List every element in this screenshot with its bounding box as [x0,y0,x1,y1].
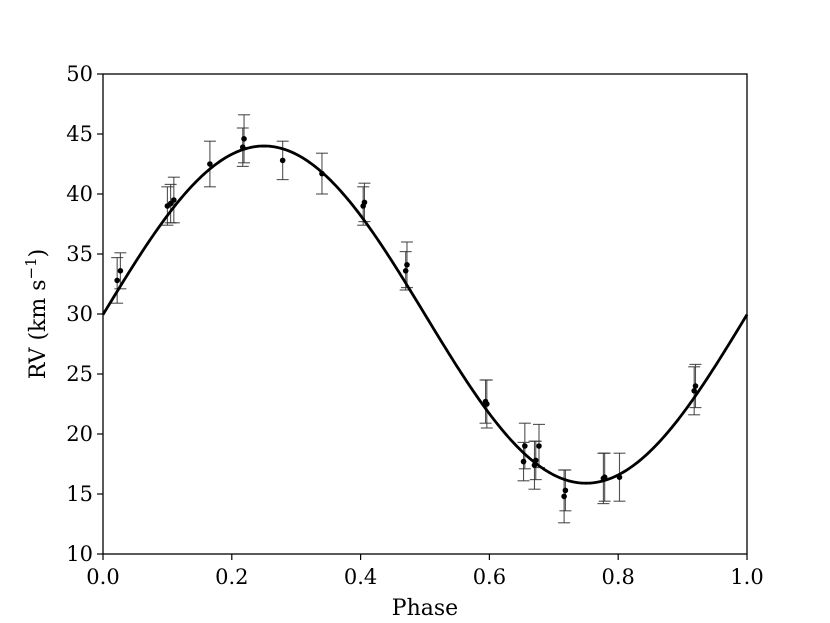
data-point [171,197,177,203]
y-tick-label: 20 [66,422,93,446]
data-point [241,136,247,142]
y-tick-label: 40 [66,182,93,206]
data-point [692,383,699,389]
data-point [520,458,527,465]
data-point [319,170,325,177]
data-point [532,457,539,464]
data-point [691,388,697,394]
x-axis-ticks: 0.0 0.2 0.4 0.6 0.8 1.0 [86,554,764,589]
data-point [167,200,174,207]
x-axis-label: Phase [392,596,458,621]
data-point [616,474,623,481]
error-bars [111,114,702,524]
y-axis-label-suffix: ) [26,249,51,258]
y-tick-label: 35 [66,242,93,266]
data-point [531,462,538,469]
x-tick-label: 0.2 [215,565,248,589]
data-point [114,277,120,284]
data-point [117,268,124,274]
data-point [601,474,608,481]
data-point [402,268,409,274]
y-axis-label-prefix: RV (km s [26,279,51,379]
x-tick-label: 0.6 [473,565,506,589]
x-tick-label: 0.4 [344,565,377,589]
x-tick-label: 0.0 [86,565,119,589]
data-point [561,493,567,500]
y-axis-label: RV (km s−1) [22,249,51,379]
y-tick-label: 50 [66,62,93,86]
y-tick-label: 30 [66,302,93,326]
x-tick-label: 1.0 [730,565,763,589]
data-point [239,144,246,150]
data-point [522,443,528,449]
y-tick-label: 10 [66,542,93,566]
data-point [361,199,368,206]
data-point [207,161,213,167]
y-axis-ticks: 10 15 20 25 30 35 40 45 50 [66,62,103,566]
y-tick-label: 15 [66,482,93,506]
data-point [484,401,490,407]
data-point [279,157,286,164]
data-point [536,443,542,449]
plot-frame [102,73,748,555]
y-axis-label-superscript: −1 [22,257,40,279]
data-points [114,136,699,500]
x-tick-label: 0.8 [601,565,634,589]
data-point [562,487,569,494]
data-point [404,262,410,268]
y-tick-label: 45 [66,122,93,146]
y-tick-label: 25 [66,362,93,386]
model-curve-line [101,144,749,485]
